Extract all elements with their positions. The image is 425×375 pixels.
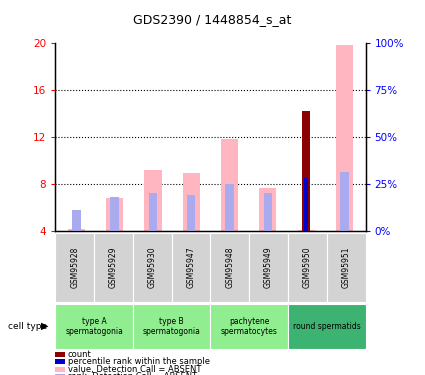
Text: GSM95930: GSM95930 [148, 246, 157, 288]
Text: GSM95949: GSM95949 [264, 246, 273, 288]
Text: rank, Detection Call = ABSENT: rank, Detection Call = ABSENT [68, 372, 197, 375]
Text: pachytene
spermatocytes: pachytene spermatocytes [221, 316, 278, 336]
Bar [110, 196, 119, 231]
Text: GSM95950: GSM95950 [303, 246, 312, 288]
Text: GSM95948: GSM95948 [225, 246, 234, 288]
Text: type A
spermatogonia: type A spermatogonia [65, 316, 123, 336]
Text: GDS2390 / 1448854_s_at: GDS2390 / 1448854_s_at [133, 13, 292, 26]
Text: ▶: ▶ [41, 321, 48, 331]
Text: GSM95928: GSM95928 [70, 246, 79, 288]
Text: count: count [68, 350, 92, 359]
Bar [304, 178, 308, 231]
Bar [183, 173, 200, 231]
Text: round spermatids: round spermatids [293, 322, 360, 331]
Bar [336, 45, 353, 231]
Bar [298, 230, 315, 231]
Bar [259, 188, 276, 231]
Bar [225, 184, 234, 231]
Bar [68, 230, 85, 231]
Text: percentile rank within the sample: percentile rank within the sample [68, 357, 210, 366]
Text: GSM95929: GSM95929 [109, 246, 118, 288]
Bar [264, 193, 272, 231]
Bar [149, 193, 157, 231]
Bar [302, 230, 310, 231]
Text: GSM95947: GSM95947 [187, 246, 196, 288]
Text: type B
spermatogonia: type B spermatogonia [143, 316, 201, 336]
Bar [72, 210, 80, 231]
Text: GSM95951: GSM95951 [342, 246, 351, 288]
Text: cell type: cell type [8, 322, 48, 331]
Bar [340, 172, 348, 231]
Text: value, Detection Call = ABSENT: value, Detection Call = ABSENT [68, 365, 201, 374]
Bar [302, 111, 310, 231]
Bar [144, 170, 162, 231]
Bar [221, 139, 238, 231]
Bar [187, 195, 196, 231]
Bar [106, 198, 123, 231]
